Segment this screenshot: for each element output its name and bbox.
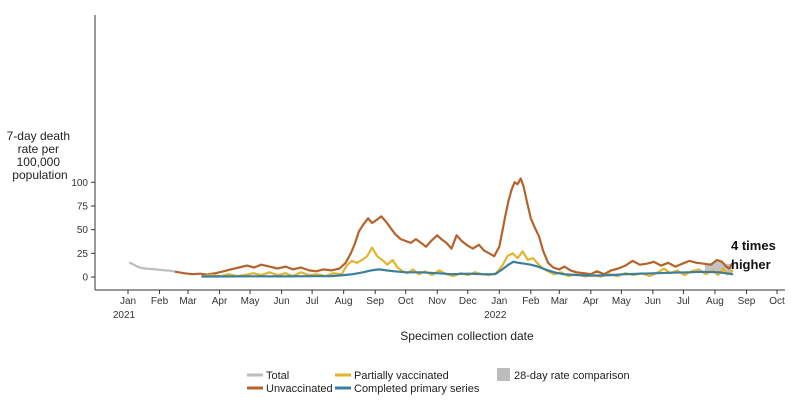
x-tick-label-0: Jan [120,296,136,307]
y-tick-label-100: 100 [71,178,88,189]
y-ticks: 0 25 50 75 100 [71,178,95,284]
y-axis-title-line-1: 7-day death [7,129,70,143]
x-tick-year-2022: 2022 [484,310,507,321]
legend-label-total: Total [266,370,289,382]
series-line-total [128,261,177,273]
series-line-completed-primary-series [201,260,734,278]
x-tick-label-10: Nov [428,296,446,307]
x-tick-label-14: Mar [551,296,569,307]
x-tick-label-4: May [241,296,260,307]
x-ticks: Jan 2021 Feb Mar Apr May Jun Jul Aug Sep Oct Nov Dec… [113,290,785,321]
x-tick-label-15: Apr [583,296,599,307]
legend-label-unvaccinated: Unvaccinated [266,383,333,395]
y-tick-label-75: 75 [77,201,89,212]
x-tick-label-9: Oct [398,296,414,307]
y-axis-title: 7-day death rate per 100,000 population [7,129,74,182]
x-axis-title: Specimen collection date [400,329,534,343]
legend-label-comparison-band: 28-day rate comparison [514,370,630,382]
series-layer [128,177,734,278]
y-axis-title-line-4: population [12,168,67,182]
y-axis-title-line-3: 100,000 [17,155,61,169]
x-tick-label-2: Mar [179,296,197,307]
x-tick-label-20: Sep [738,296,756,307]
x-tick-label-3: Apr [212,296,228,307]
y-axis-title-line-2: rate per [18,142,59,156]
x-tick-label-7: Aug [335,296,353,307]
axes-layer [94,15,785,291]
x-tick-label-5: Jun [274,296,290,307]
annotation-line-2: higher [731,257,771,272]
y-tick-label-25: 25 [77,249,89,260]
x-tick-label-8: Sep [366,296,384,307]
x-tick-label-16: May [612,296,631,307]
x-tick-label-13: Feb [522,296,540,307]
legend: Total Unvaccinated Partially vaccinated … [247,368,630,395]
legend-swatch-comparison-band [497,368,510,381]
legend-label-completed-primary-series: Completed primary series [354,383,480,395]
x-tick-label-18: Jul [677,296,690,307]
series-line-unvaccinated [174,177,734,276]
y-tick-label-0: 0 [82,273,88,284]
x-tick-label-21: Oct [769,296,785,307]
y-tick-label-50: 50 [77,225,89,236]
annotation-line-1: 4 times [731,238,776,253]
x-tick-label-19: Aug [706,296,724,307]
x-tick-label-12: Jan [491,296,507,307]
legend-label-partially-vaccinated: Partially vaccinated [354,370,449,382]
x-tick-label-6: Jul [306,296,319,307]
x-tick-year-2021: 2021 [113,310,136,321]
x-tick-label-1: Feb [151,296,169,307]
x-tick-label-17: Jun [645,296,661,307]
x-tick-label-11: Dec [459,296,477,307]
